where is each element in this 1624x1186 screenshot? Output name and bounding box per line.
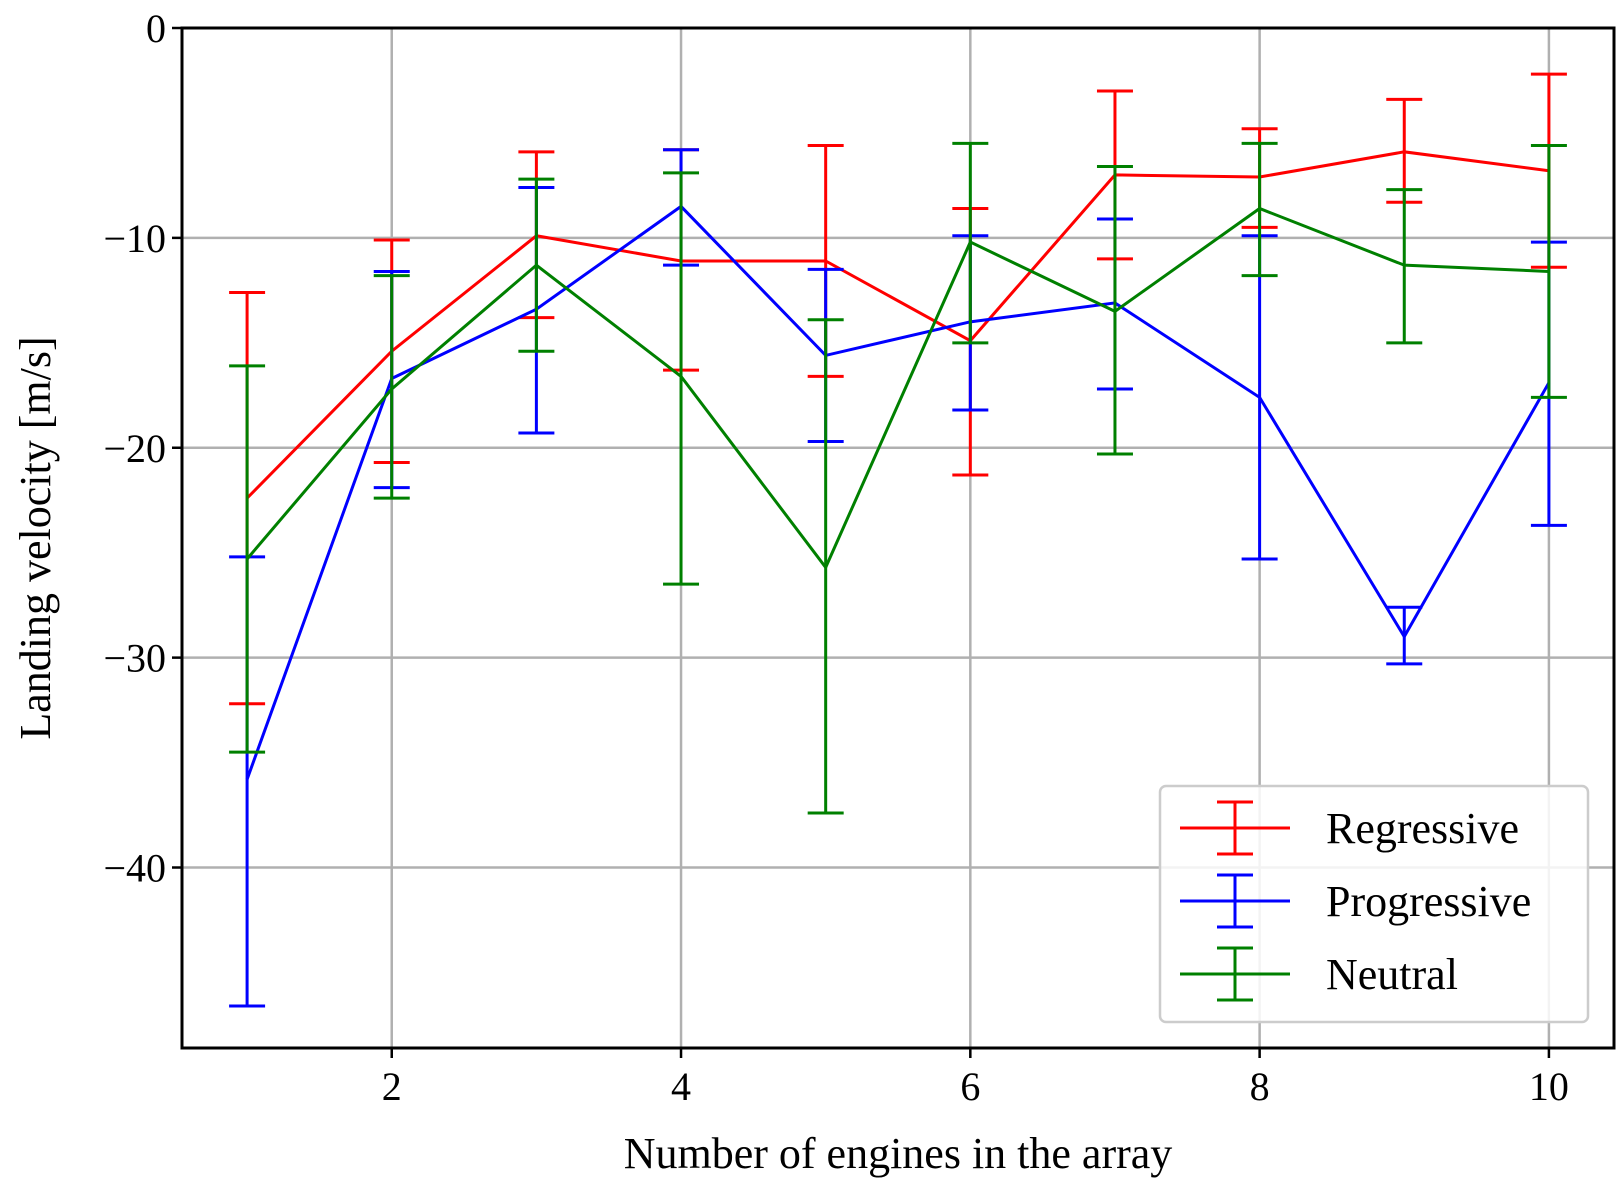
series-regressive (229, 72, 1567, 706)
x-tick-label: 10 (1529, 1064, 1569, 1109)
y-axis-label: Landing velocity [m/s] (11, 336, 60, 739)
legend[interactable]: Regressive Progressive Neutral (1158, 784, 1590, 1024)
ticks: 2 4 6 8 10 0 −10 −20 −30 −40 (103, 6, 1568, 1109)
legend-label: Progressive (1326, 877, 1531, 926)
series-line (245, 204, 1551, 780)
x-axis-label: Number of engines in the array (624, 1129, 1173, 1178)
series-neutral (229, 141, 1567, 815)
series-line (246, 150, 1550, 500)
x-tick-label: 6 (960, 1064, 980, 1109)
y-tick-label: −10 (103, 216, 166, 261)
legend-item-progressive[interactable]: Progressive (1180, 873, 1531, 929)
legend-label: Neutral (1326, 950, 1458, 999)
legend-label: Regressive (1326, 804, 1519, 853)
y-tick-label: 0 (146, 6, 166, 51)
x-tick-label: 2 (382, 1064, 402, 1109)
legend-item-regressive[interactable]: Regressive (1180, 800, 1519, 856)
legend-box (1158, 784, 1590, 1024)
y-tick-label: −20 (103, 426, 166, 471)
legend-item-neutral[interactable]: Neutral (1180, 946, 1458, 1002)
series-line (245, 206, 1549, 571)
x-tick-label: 4 (671, 1064, 691, 1109)
series (229, 72, 1567, 1008)
y-tick-label: −30 (103, 636, 166, 681)
x-tick-label: 8 (1250, 1064, 1270, 1109)
y-tick-label: −40 (103, 846, 166, 891)
plot-frame (180, 26, 1616, 1050)
